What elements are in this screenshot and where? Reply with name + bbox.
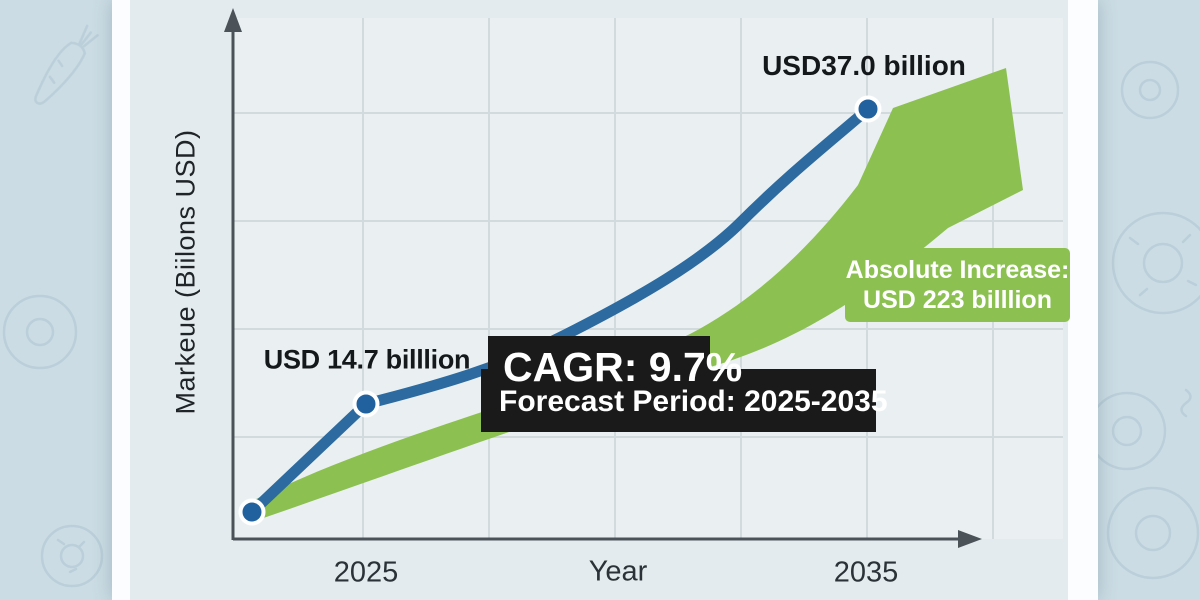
cagr-label: CAGR: 9.7%: [503, 344, 743, 390]
forecast-period-label: Forecast Period: 2025-2035: [499, 385, 888, 418]
data-point-start: [238, 498, 266, 526]
trend-line: [246, 103, 874, 518]
growth-arrow: [250, 68, 1023, 522]
carrot-doodle-icon: [34, 24, 99, 105]
donut-doodle-icon: [2, 294, 78, 370]
x-tick-2025: 2025: [333, 556, 399, 589]
x-axis-label: Year: [588, 555, 648, 588]
value-label-2035: USD37.0 billion: [762, 50, 966, 81]
value-label-2025: USD 14.7 billlion: [263, 344, 471, 375]
data-point-2035: [854, 95, 882, 123]
absolute-increase-badge: Absolute Increase: USD 223 billlion: [845, 248, 1070, 322]
squiggle-doodle-icon: [1180, 388, 1192, 418]
donut-doodle-icon: [1106, 486, 1200, 580]
forecast-callout-box: [481, 369, 876, 432]
donut-doodle-icon: [1111, 211, 1200, 315]
absolute-increase-title: Absolute Increase:: [845, 256, 1070, 284]
x-tick-2035: 2035: [833, 556, 899, 589]
y-axis-label: Markeue (Biilons USD): [170, 129, 201, 415]
donut-doodle-icon: [40, 524, 104, 588]
axes: [231, 26, 960, 541]
donut-doodle-icon: [1120, 60, 1180, 120]
absolute-increase-value: USD 223 billlion: [863, 286, 1052, 314]
x-axis-arrow-icon: [958, 530, 982, 548]
y-axis-arrow-icon: [224, 8, 242, 32]
data-point-2025: [352, 390, 380, 418]
